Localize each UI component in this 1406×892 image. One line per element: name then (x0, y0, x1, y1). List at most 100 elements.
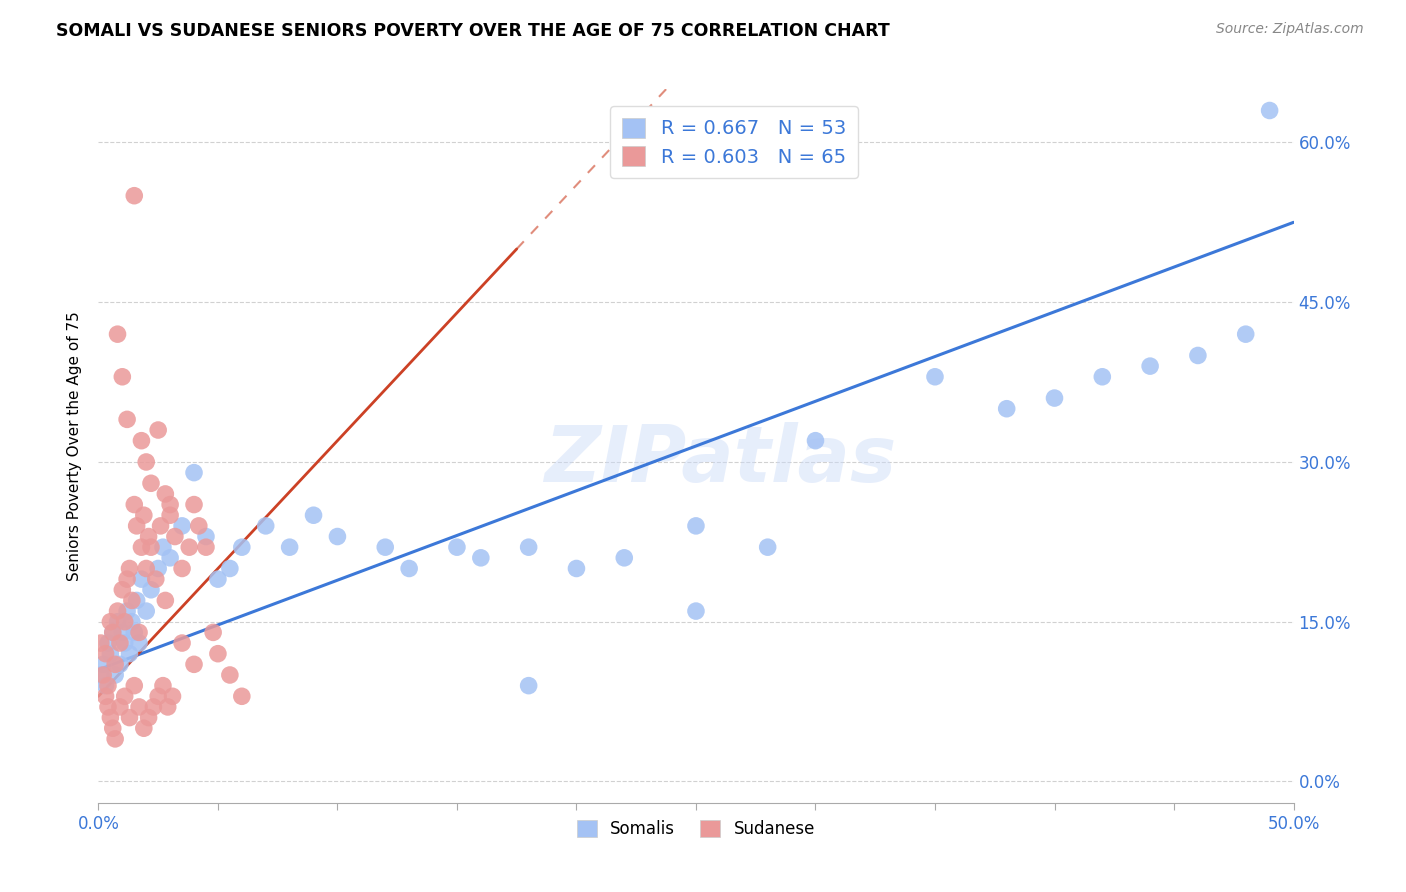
Point (124, 188, 146, 202)
Point (202, 625, 225, 640)
Point (1234, 327, 1257, 342)
Point (135, 604, 157, 618)
Point (104, 657, 127, 672)
Point (152, 540, 174, 554)
Point (118, 647, 141, 661)
Point (98, 647, 122, 661)
Point (139, 540, 162, 554)
Point (101, 625, 124, 640)
Point (118, 710, 141, 724)
Point (90, 668, 112, 682)
Point (139, 582, 162, 597)
Point (219, 561, 242, 575)
Point (470, 550, 492, 565)
Point (148, 690, 170, 704)
Point (104, 668, 127, 682)
Point (98, 710, 122, 724)
Point (135, 455, 157, 469)
Point (138, 529, 160, 543)
Point (121, 593, 143, 607)
Point (231, 540, 253, 554)
Point (995, 401, 1018, 416)
Point (125, 519, 148, 533)
Point (231, 690, 253, 704)
Point (156, 700, 179, 714)
Point (183, 498, 205, 512)
Point (183, 657, 205, 672)
Point (162, 690, 184, 704)
Point (446, 540, 468, 554)
Point (107, 615, 129, 629)
Point (149, 519, 172, 533)
Point (128, 625, 150, 640)
Text: Source: ZipAtlas.com: Source: ZipAtlas.com (1216, 22, 1364, 37)
Point (179, 540, 201, 554)
Point (107, 604, 129, 618)
Point (172, 636, 194, 650)
Point (155, 593, 177, 607)
Point (125, 593, 148, 607)
Point (132, 721, 155, 735)
Point (159, 498, 181, 512)
Point (114, 636, 136, 650)
Point (128, 636, 150, 650)
Point (207, 572, 229, 586)
Point (107, 327, 129, 342)
Point (613, 550, 636, 565)
Point (1258, 103, 1281, 118)
Point (131, 434, 153, 448)
Point (97, 679, 120, 693)
Point (114, 690, 136, 704)
Point (374, 540, 396, 554)
Point (108, 636, 131, 650)
Point (138, 710, 160, 724)
Point (97, 636, 120, 650)
Point (195, 540, 218, 554)
Point (98, 615, 122, 629)
Point (207, 647, 229, 661)
Point (101, 625, 124, 640)
Point (111, 369, 134, 384)
Point (118, 561, 141, 575)
Point (804, 434, 827, 448)
Point (326, 529, 349, 543)
Point (398, 561, 420, 575)
Point (924, 369, 946, 384)
Point (128, 700, 150, 714)
Point (1091, 369, 1114, 384)
Point (131, 572, 153, 586)
Point (565, 561, 588, 575)
Point (685, 519, 707, 533)
Y-axis label: Seniors Poverty Over the Age of 75: Seniors Poverty Over the Age of 75 (66, 311, 82, 581)
Point (135, 561, 157, 575)
Point (159, 550, 181, 565)
Point (115, 572, 138, 586)
Point (254, 519, 277, 533)
Point (132, 508, 155, 523)
Point (94, 679, 117, 693)
Point (111, 582, 134, 597)
Point (91, 668, 114, 682)
Point (159, 508, 181, 523)
Point (302, 508, 325, 523)
Point (148, 423, 170, 437)
Point (685, 604, 707, 618)
Point (183, 466, 205, 480)
Point (195, 529, 218, 543)
Point (142, 700, 165, 714)
Text: ZIPatlas: ZIPatlas (544, 422, 896, 499)
Point (111, 625, 134, 640)
Point (1043, 391, 1066, 405)
Point (114, 615, 136, 629)
Point (90, 636, 112, 650)
Text: SOMALI VS SUDANESE SENIORS POVERTY OVER THE AGE OF 75 CORRELATION CHART: SOMALI VS SUDANESE SENIORS POVERTY OVER … (56, 22, 890, 40)
Point (115, 412, 138, 426)
Point (152, 679, 174, 693)
Point (121, 615, 143, 629)
Point (104, 731, 127, 746)
Point (124, 679, 146, 693)
Point (139, 476, 162, 491)
Point (101, 721, 124, 735)
Point (124, 498, 146, 512)
Point (517, 540, 540, 554)
